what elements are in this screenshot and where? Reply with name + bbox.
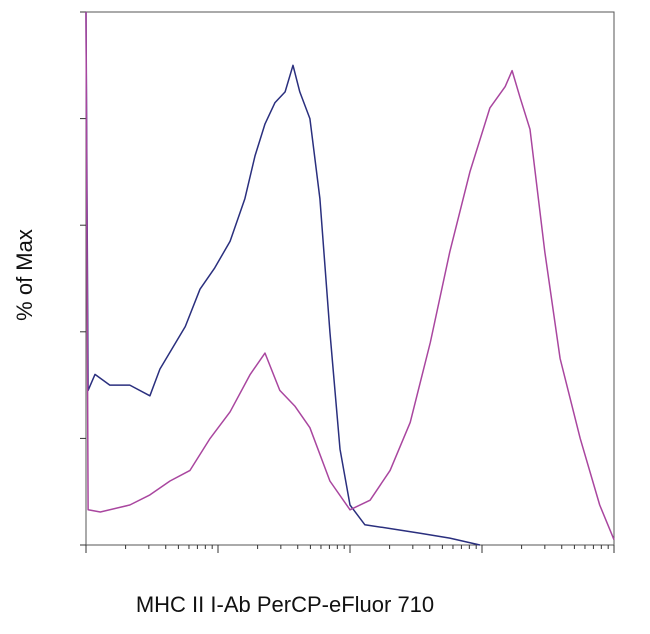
series-line bbox=[85, 11, 481, 546]
x-axis-label: MHC II I-Ab PerCP-eFluor 710 bbox=[136, 592, 434, 617]
plot-frame bbox=[85, 11, 615, 546]
y-axis-label: % of Max bbox=[12, 229, 37, 321]
series-line bbox=[85, 11, 615, 540]
